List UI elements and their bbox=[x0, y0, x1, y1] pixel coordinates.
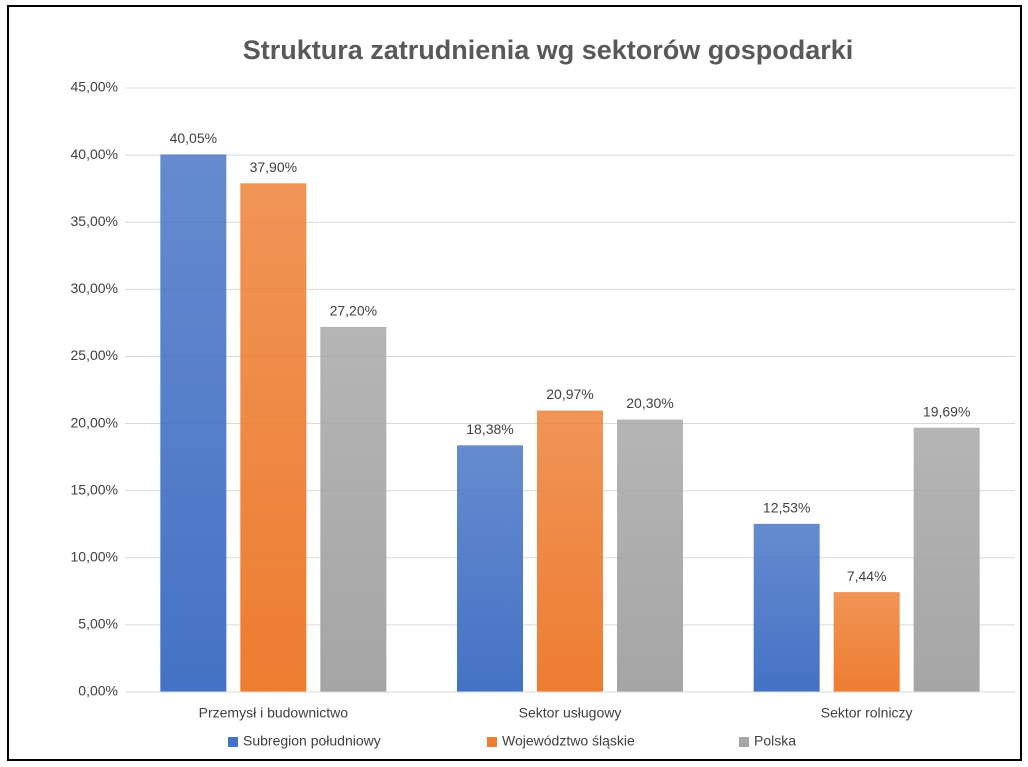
y-tick-label: 35,00% bbox=[71, 213, 118, 229]
y-tick-label: 15,00% bbox=[71, 481, 118, 497]
bar bbox=[913, 427, 980, 692]
legend-swatch bbox=[228, 737, 238, 747]
y-tick-label: 0,00% bbox=[78, 683, 118, 699]
legend-swatch bbox=[487, 737, 497, 747]
x-tick-label: Sektor rolniczy bbox=[821, 705, 913, 721]
value-label: 18,38% bbox=[466, 421, 513, 437]
value-label: 20,30% bbox=[626, 395, 673, 411]
legend-label: Subregion południowy bbox=[243, 733, 381, 749]
bar bbox=[833, 592, 900, 692]
value-label: 27,20% bbox=[330, 303, 377, 319]
value-label: 20,97% bbox=[546, 386, 593, 402]
value-label: 37,90% bbox=[250, 159, 297, 175]
legend-label: Województwo śląskie bbox=[502, 733, 635, 749]
bar bbox=[617, 419, 683, 692]
y-tick-label: 10,00% bbox=[71, 548, 118, 564]
legend-swatch bbox=[739, 737, 749, 747]
value-label: 40,05% bbox=[170, 130, 217, 146]
x-tick-label: Przemysł i budownictwo bbox=[199, 705, 349, 721]
x-tick-label: Sektor usługowy bbox=[519, 705, 622, 721]
bar bbox=[320, 326, 387, 692]
bar bbox=[240, 183, 307, 692]
value-label: 19,69% bbox=[923, 403, 970, 419]
bar bbox=[753, 523, 820, 692]
chart-title: Struktura zatrudnienia wg sektorów gospo… bbox=[243, 35, 854, 65]
bar bbox=[537, 410, 603, 692]
value-label: 12,53% bbox=[763, 500, 810, 516]
y-tick-label: 30,00% bbox=[71, 280, 118, 296]
y-tick-label: 5,00% bbox=[78, 616, 118, 632]
bar bbox=[457, 445, 523, 692]
y-tick-label: 25,00% bbox=[71, 347, 118, 363]
value-label: 7,44% bbox=[847, 568, 887, 584]
y-tick-label: 40,00% bbox=[71, 146, 118, 162]
bar bbox=[160, 154, 227, 692]
y-tick-label: 20,00% bbox=[71, 414, 118, 430]
y-tick-label: 45,00% bbox=[71, 79, 118, 95]
legend-label: Polska bbox=[754, 733, 796, 749]
